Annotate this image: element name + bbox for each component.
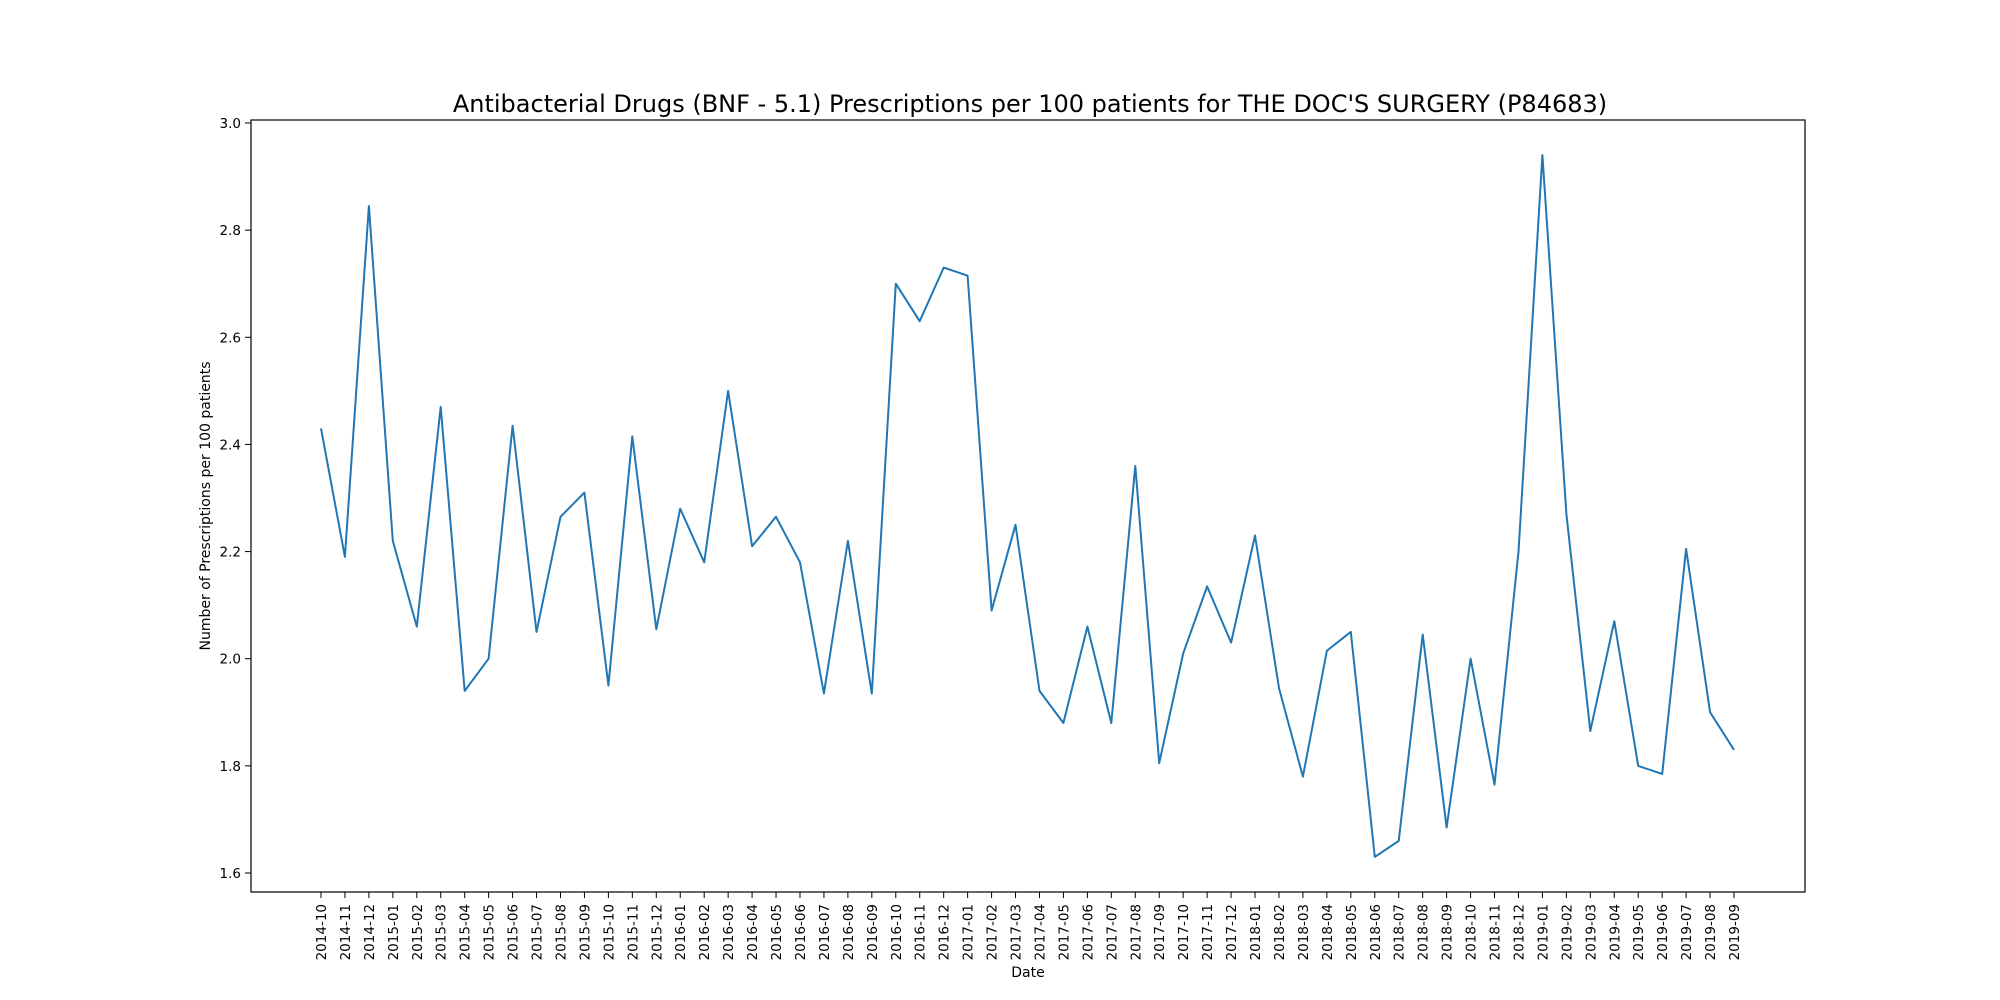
x-tick-label: 2018-12 <box>1512 904 1528 960</box>
y-tick-label: 2.8 <box>220 223 241 239</box>
x-tick-label: 2019-09 <box>1727 904 1743 960</box>
y-tick-label: 2.2 <box>220 545 241 561</box>
x-tick-label: 2016-07 <box>817 904 833 960</box>
x-tick-label: 2019-07 <box>1679 904 1695 960</box>
x-tick-label: 2017-04 <box>1033 904 1049 960</box>
x-tick-label: 2018-08 <box>1416 904 1432 960</box>
x-tick-label: 2018-09 <box>1440 904 1456 960</box>
x-tick-label: 2018-11 <box>1488 904 1504 960</box>
x-tick-label: 2018-05 <box>1344 904 1360 960</box>
x-tick-label: 2017-05 <box>1056 904 1072 960</box>
x-tick-label: 2015-07 <box>530 904 546 960</box>
x-tick-label: 2017-03 <box>1009 904 1025 960</box>
x-tick-label: 2017-09 <box>1152 904 1168 960</box>
series-group <box>320 154 1735 858</box>
y-tick-label: 2.4 <box>220 437 241 453</box>
x-tick-label: 2015-03 <box>434 904 450 960</box>
x-tick-label: 2017-06 <box>1080 904 1096 960</box>
x-tick-label: 2018-04 <box>1320 904 1336 960</box>
x-axis: 2014-10 2014-11 2014-12 2015-01 2015-02 2015-… <box>314 892 1743 960</box>
x-axis-label: Date <box>1011 965 1044 981</box>
x-tick-label: 2017-02 <box>985 904 1001 960</box>
x-tick-label: 2018-06 <box>1368 904 1384 960</box>
x-tick-label: 2014-11 <box>338 904 354 960</box>
x-tick-label: 2019-08 <box>1703 904 1719 960</box>
x-tick-label: 2017-08 <box>1128 904 1144 960</box>
x-tick-label: 2015-10 <box>601 904 617 960</box>
chart-title: Antibacterial Drugs (BNF - 5.1) Prescrip… <box>453 90 1607 118</box>
x-tick-label: 2019-03 <box>1583 904 1599 960</box>
y-tick-label: 3.0 <box>220 116 241 132</box>
x-tick-label: 2015-12 <box>649 904 665 960</box>
x-tick-label: 2016-05 <box>769 904 785 960</box>
x-tick-label: 2015-04 <box>458 904 474 960</box>
x-tick-label: 2016-11 <box>913 904 929 960</box>
x-tick-label: 2018-03 <box>1296 904 1312 960</box>
x-tick-label: 2019-02 <box>1559 904 1575 960</box>
y-tick-label: 2.0 <box>220 652 241 668</box>
x-tick-label: 2014-10 <box>314 904 330 960</box>
x-tick-label: 2018-02 <box>1272 904 1288 960</box>
y-tick-label: 2.6 <box>220 330 241 346</box>
x-tick-label: 2016-09 <box>865 904 881 960</box>
x-tick-label: 2016-01 <box>673 904 689 960</box>
x-tick-label: 2019-05 <box>1631 904 1647 960</box>
y-tick-label: 1.6 <box>220 866 241 882</box>
x-tick-label: 2017-12 <box>1224 904 1240 960</box>
x-tick-label: 2015-05 <box>482 904 498 960</box>
x-tick-label: 2017-10 <box>1176 904 1192 960</box>
x-tick-label: 2015-02 <box>410 904 426 960</box>
x-tick-label: 2015-09 <box>577 904 593 960</box>
x-tick-label: 2016-12 <box>937 904 953 960</box>
x-tick-label: 2018-01 <box>1248 904 1264 960</box>
y-axis-label: Number of Prescriptions per 100 patients <box>198 362 214 651</box>
x-tick-label: 2018-07 <box>1392 904 1408 960</box>
plot-area <box>250 119 1806 893</box>
x-tick-label: 2016-06 <box>793 904 809 960</box>
x-tick-label: 2019-04 <box>1607 904 1623 960</box>
x-tick-label: 2015-08 <box>554 904 570 960</box>
x-tick-label: 2018-10 <box>1464 904 1480 960</box>
x-tick-label: 2019-06 <box>1655 904 1671 960</box>
x-tick-label: 2014-12 <box>362 904 378 960</box>
x-tick-label: 2015-01 <box>386 904 402 960</box>
y-axis: 1.6 1.8 2.0 2.2 2.4 2.6 2.8 3.0 <box>220 116 251 882</box>
x-tick-label: 2015-06 <box>506 904 522 960</box>
x-tick-label: 2016-08 <box>841 904 857 960</box>
x-tick-label: 2017-07 <box>1104 904 1120 960</box>
x-tick-label: 2017-01 <box>961 904 977 960</box>
x-tick-label: 2019-01 <box>1535 904 1551 960</box>
x-tick-label: 2017-11 <box>1200 904 1216 960</box>
x-tick-label: 2015-11 <box>625 904 641 960</box>
x-tick-label: 2016-10 <box>889 904 905 960</box>
x-tick-label: 2016-04 <box>745 904 761 960</box>
x-tick-label: 2016-02 <box>697 904 713 960</box>
series-line <box>320 154 1735 858</box>
y-tick-label: 1.8 <box>220 759 241 775</box>
x-tick-label: 2016-03 <box>721 904 737 960</box>
